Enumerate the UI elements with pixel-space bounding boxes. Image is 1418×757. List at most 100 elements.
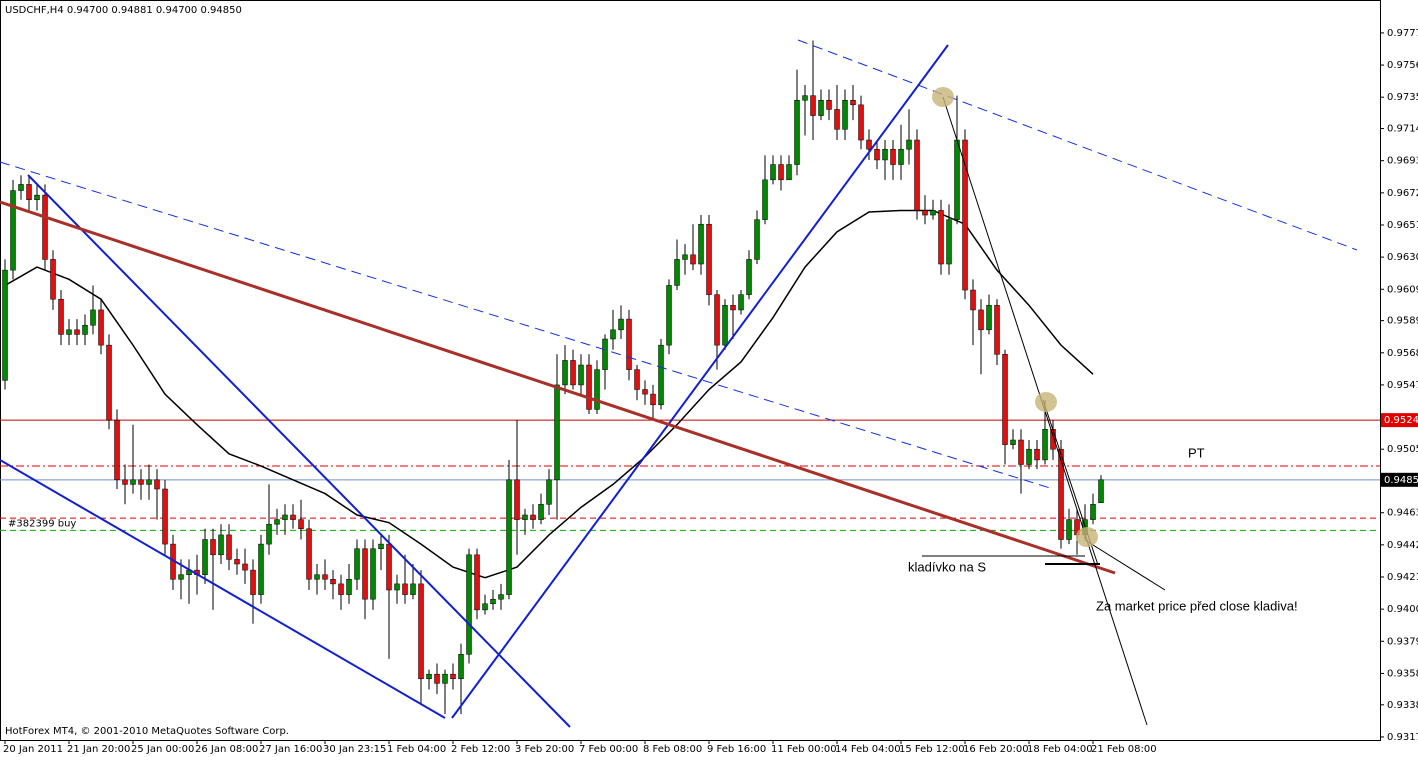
candle-body: [746, 259, 752, 295]
x-tick-label: 21 Jan 20:00: [67, 744, 130, 755]
candle-body: [314, 574, 320, 580]
x-tick-label: 16 Feb 20:00: [963, 744, 1029, 755]
y-tick-label: 0.94005: [1387, 604, 1418, 615]
y-tick-label: 0.96305: [1387, 252, 1418, 263]
annotation: kladívko na S: [908, 559, 986, 574]
x-tick-label: 30 Jan 23:15: [323, 744, 386, 755]
candle-body: [10, 190, 16, 271]
price-label-box: [1381, 413, 1418, 428]
plot-frame: [0, 0, 1381, 741]
pointer-line: [1084, 539, 1166, 591]
candle-body: [362, 548, 368, 600]
candle-body: [770, 164, 776, 181]
candle-body: [306, 528, 312, 580]
candle-body: [610, 329, 616, 340]
highlight: [1076, 527, 1098, 547]
candle-body: [562, 360, 568, 386]
candle-body: [154, 479, 160, 490]
y-tick-label: 0.93170: [1387, 732, 1418, 743]
y-tick-label: 0.93380: [1387, 700, 1418, 711]
candle-body: [658, 344, 664, 406]
candle-body: [778, 164, 784, 181]
axes: USDCHF,H4 0.94700 0.94881 0.94700 0.9485…: [3, 5, 1418, 755]
y-tick-label: 0.93795: [1387, 636, 1418, 647]
x-tick-label: 15 Feb 12:00: [899, 744, 965, 755]
candle-body: [794, 99, 800, 165]
x-tick-label: 26 Jan 08:00: [195, 744, 258, 755]
candle-body: [554, 384, 560, 481]
candle-body: [178, 574, 184, 580]
candle-body: [258, 543, 264, 595]
candle-body: [1034, 448, 1040, 461]
candle-body: [570, 360, 576, 386]
candle-body: [1098, 479, 1104, 504]
candle-body: [978, 309, 984, 331]
candle-body: [578, 364, 584, 386]
y-tick-label: 0.97145: [1387, 124, 1418, 135]
candle-body: [1090, 504, 1096, 520]
candle-body: [450, 673, 456, 680]
candle-body: [970, 289, 976, 311]
candle-body: [42, 194, 48, 260]
candle-body: [1026, 448, 1032, 465]
candle-body: [2, 269, 8, 381]
candle-body: [474, 554, 480, 611]
candle-body: [322, 574, 328, 580]
candle-body: [50, 259, 56, 300]
candle-body: [1018, 439, 1024, 465]
y-tick-label: 0.95470: [1387, 380, 1418, 391]
candle-body: [602, 338, 608, 370]
y-tick-label: 0.97560: [1387, 60, 1418, 71]
chart-title: USDCHF,H4 0.94700 0.94881 0.94700 0.9485…: [5, 5, 242, 16]
x-tick-label: 2 Feb 12:00: [451, 744, 510, 755]
candle-body: [722, 305, 728, 346]
candle-body: [538, 504, 544, 520]
trend-line: [0, 200, 1116, 575]
x-tick-label: 18 Feb 04:00: [1027, 744, 1093, 755]
candle-body: [530, 514, 536, 520]
highlight: [1035, 392, 1057, 412]
candle-body: [682, 254, 688, 260]
order-label: #382399 buy: [8, 518, 76, 529]
candle-body: [546, 479, 552, 505]
candle-body: [914, 139, 920, 211]
price-label-box: [1381, 472, 1418, 487]
candle-body: [290, 514, 296, 520]
candle-body: [122, 479, 128, 485]
candle-body: [274, 519, 280, 525]
candle-body: [506, 479, 512, 595]
candle-body: [762, 179, 768, 220]
y-tick-label: 0.94425: [1387, 540, 1418, 551]
levels: #382399 buy: [0, 209, 1380, 579]
candle-body: [666, 285, 672, 346]
candle-body: [202, 539, 208, 575]
candle-body: [394, 583, 400, 591]
candle-body: [58, 298, 64, 335]
candle-body: [738, 294, 744, 311]
candle-body: [842, 99, 848, 130]
candle-body: [146, 479, 152, 485]
candle-body: [498, 594, 504, 600]
candle-body: [626, 318, 632, 370]
moving-average: [4, 209, 1094, 579]
candle-body: [354, 548, 360, 580]
trend-line: [0, 459, 446, 719]
candle-body: [522, 514, 528, 520]
x-tick-label: 7 Feb 00:00: [579, 744, 638, 755]
candle-body: [1058, 448, 1064, 540]
candle-body: [226, 534, 232, 560]
candle-body: [18, 184, 24, 191]
candle-body: [378, 543, 384, 549]
candle-body: [434, 673, 440, 684]
x-tick-label: 20 Jan 2011: [3, 744, 63, 755]
candle-body: [442, 673, 448, 684]
candle-body: [994, 305, 1000, 355]
footer: HotForex MT4, © 2001-2010 MetaQuotes Sof…: [5, 726, 289, 737]
candle-body: [1050, 429, 1056, 450]
x-tick-label: 8 Feb 08:00: [643, 744, 702, 755]
candle-body: [162, 488, 168, 545]
candle-body: [74, 329, 80, 335]
candle-body: [418, 583, 424, 680]
candle-body: [282, 514, 288, 520]
